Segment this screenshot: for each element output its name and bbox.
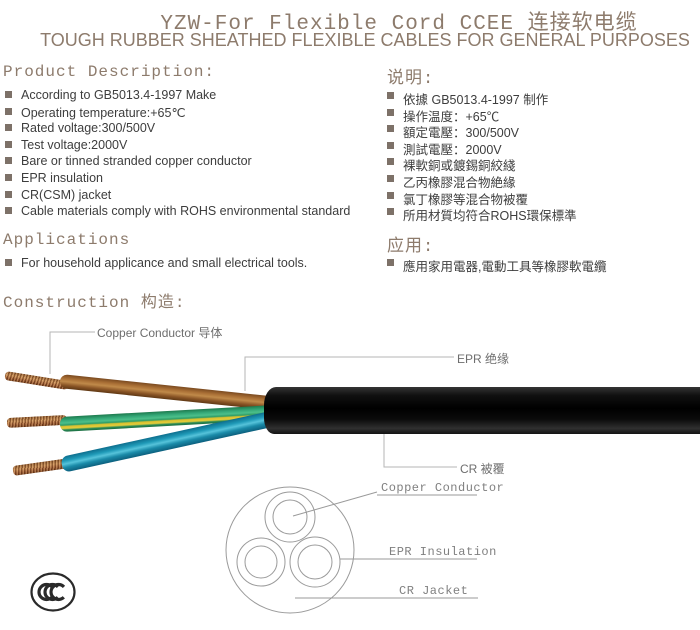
list-item: 依據 GB5013.4-1997 制作	[387, 89, 577, 107]
jacket-circle	[225, 486, 355, 614]
insulation-circle-left	[236, 537, 286, 587]
photo-label-epr: EPR 绝缘	[457, 352, 510, 366]
list-item-text: 氯丁橡膠等混合物被覆	[403, 192, 529, 207]
cross-section-label-copper: Copper Conductor	[381, 481, 504, 495]
conductor-circle-left	[244, 545, 278, 579]
list-item: Cable materials comply with ROHS environ…	[5, 204, 350, 221]
list-item: For household applicance and small elect…	[5, 256, 307, 273]
leader-line-cr	[383, 434, 457, 468]
bullet-square-icon	[5, 107, 12, 115]
conductor-circle-right	[297, 544, 333, 580]
list-item: 應用家用電器,電動工具等橡膠軟電纜	[387, 256, 607, 274]
bullet-square-icon	[5, 91, 12, 98]
applications-list: For household applicance and small elect…	[5, 256, 307, 273]
list-item: CR(CSM) jacket	[5, 188, 350, 205]
bullet-square-icon	[5, 140, 12, 148]
photo-label-cr: CR 被覆	[460, 462, 505, 476]
bullet-square-icon	[387, 208, 394, 216]
list-item: Bare or tinned stranded copper conductor	[5, 154, 350, 171]
list-item-text: 操作温度：+65℃	[403, 109, 500, 124]
list-item-text: Operating temperature:+65℃	[21, 105, 186, 120]
list-item-text: 依據 GB5013.4-1997 制作	[403, 93, 549, 107]
list-item: Test voltage:2000V	[5, 138, 350, 155]
bullet-square-icon	[5, 173, 12, 181]
bullet-square-icon	[5, 124, 12, 132]
page-title: YZW-For Flexible Cord CCEE 连接软电缆	[160, 13, 638, 36]
list-item: According to GB5013.4-1997 Make	[5, 88, 350, 105]
construction-heading: Construction 构造:	[3, 294, 186, 312]
list-item-text: 額定電壓：300/500V	[403, 126, 520, 141]
bullet-square-icon	[387, 174, 394, 182]
list-item: 裸軟銅或鍍錫銅絞綫	[387, 155, 577, 174]
bullet-square-icon	[5, 207, 12, 215]
list-item-text: 所用材質均符合ROHS環保標準	[403, 209, 577, 224]
bullet-square-icon	[387, 125, 394, 133]
bullet-square-icon	[5, 157, 12, 165]
list-item-text: According to GB5013.4-1997 Make	[21, 88, 217, 102]
applications-cn-heading: 应用:	[387, 238, 435, 257]
list-item-text: Cable materials comply with ROHS environ…	[21, 204, 351, 219]
list-item-text: 應用家用電器,電動工具等橡膠軟電纜	[403, 260, 607, 274]
photo-label-copper-conductor: Copper Conductor 导体	[97, 326, 223, 340]
pointer-line-copper	[292, 491, 378, 517]
list-item-text: Test voltage:2000V	[21, 137, 128, 152]
bullet-square-icon	[387, 92, 394, 99]
bullet-square-icon	[387, 141, 394, 149]
list-item: 乙丙橡膠混合物絶緣	[387, 172, 577, 190]
product-description-list: According to GB5013.4-1997 Make Operatin…	[5, 88, 350, 221]
bullet-square-icon	[5, 190, 12, 198]
ccc-certification-icon	[30, 572, 76, 612]
description-cn-list: 依據 GB5013.4-1997 制作 操作温度：+65℃ 額定電壓：300/5…	[387, 89, 577, 224]
bullet-square-icon	[387, 191, 394, 199]
cross-section-drawing	[225, 486, 478, 614]
list-item: Rated voltage:300/500V	[5, 121, 350, 138]
applications-cn-list: 應用家用電器,電動工具等橡膠軟電纜	[387, 256, 607, 274]
list-item: Operating temperature:+65℃	[5, 105, 350, 122]
list-item-text: 裸軟銅或鍍錫銅絞綫	[403, 159, 516, 174]
list-item: EPR insulation	[5, 171, 350, 188]
cross-section-label-cr: CR Jacket	[399, 584, 468, 598]
list-item-text: 乙丙橡膠混合物絶緣	[403, 175, 516, 190]
bullet-square-icon	[387, 158, 394, 166]
list-item: 操作温度：+65℃	[387, 106, 577, 124]
conductor-circle-top	[272, 499, 308, 535]
list-item-text: EPR insulation	[21, 170, 103, 185]
list-item-text: Rated voltage:300/500V	[21, 121, 156, 136]
list-item: 氯丁橡膠等混合物被覆	[387, 189, 577, 207]
description-cn-heading: 说明:	[387, 70, 435, 89]
bullet-square-icon	[5, 259, 12, 266]
list-item-text: Bare or tinned stranded copper conductor	[21, 154, 252, 169]
list-item-text: For household applicance and small elect…	[21, 256, 308, 270]
list-item: 測試電壓：2000V	[387, 139, 577, 157]
page-subtitle: TOUGH RUBBER SHEATHED FLEXIBLE CABLES FO…	[40, 30, 690, 50]
applications-heading: Applications	[3, 231, 131, 249]
leader-line-epr	[244, 356, 454, 391]
list-item: 所用材質均符合ROHS環保標準	[387, 205, 577, 224]
black-cr-sheath	[264, 387, 700, 434]
product-description-heading: Product Description:	[3, 63, 216, 81]
bullet-square-icon	[387, 108, 394, 116]
leader-line-copper	[49, 331, 95, 374]
insulation-circle-right	[289, 536, 341, 588]
bullet-square-icon	[387, 259, 394, 266]
cross-section-label-epr: EPR Insulation	[389, 545, 497, 559]
list-item: 額定電壓：300/500V	[387, 122, 577, 141]
list-item-text: CR(CSM) jacket	[21, 187, 112, 202]
list-item-text: 測試電壓：2000V	[403, 142, 502, 157]
insulation-circle-top	[264, 491, 316, 543]
